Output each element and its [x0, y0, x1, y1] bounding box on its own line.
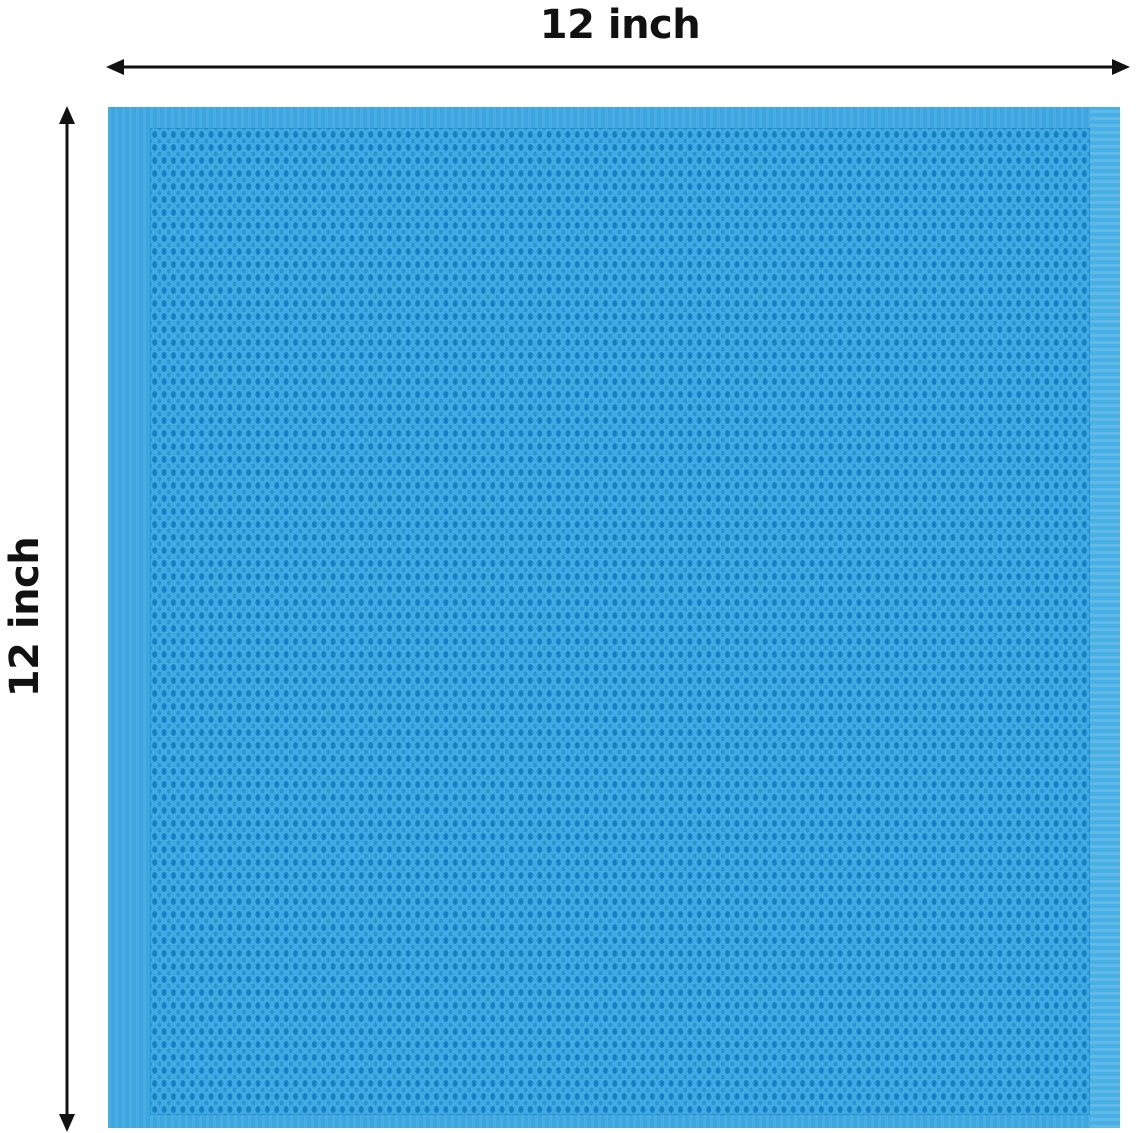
- towel-image: [108, 107, 1120, 1128]
- height-arrow-icon: [59, 106, 75, 1132]
- width-arrow-icon: [106, 59, 1130, 75]
- width-label: 12 inch: [539, 2, 701, 48]
- towel-hem: [1090, 107, 1120, 1128]
- waffle-texture: [150, 128, 1090, 1115]
